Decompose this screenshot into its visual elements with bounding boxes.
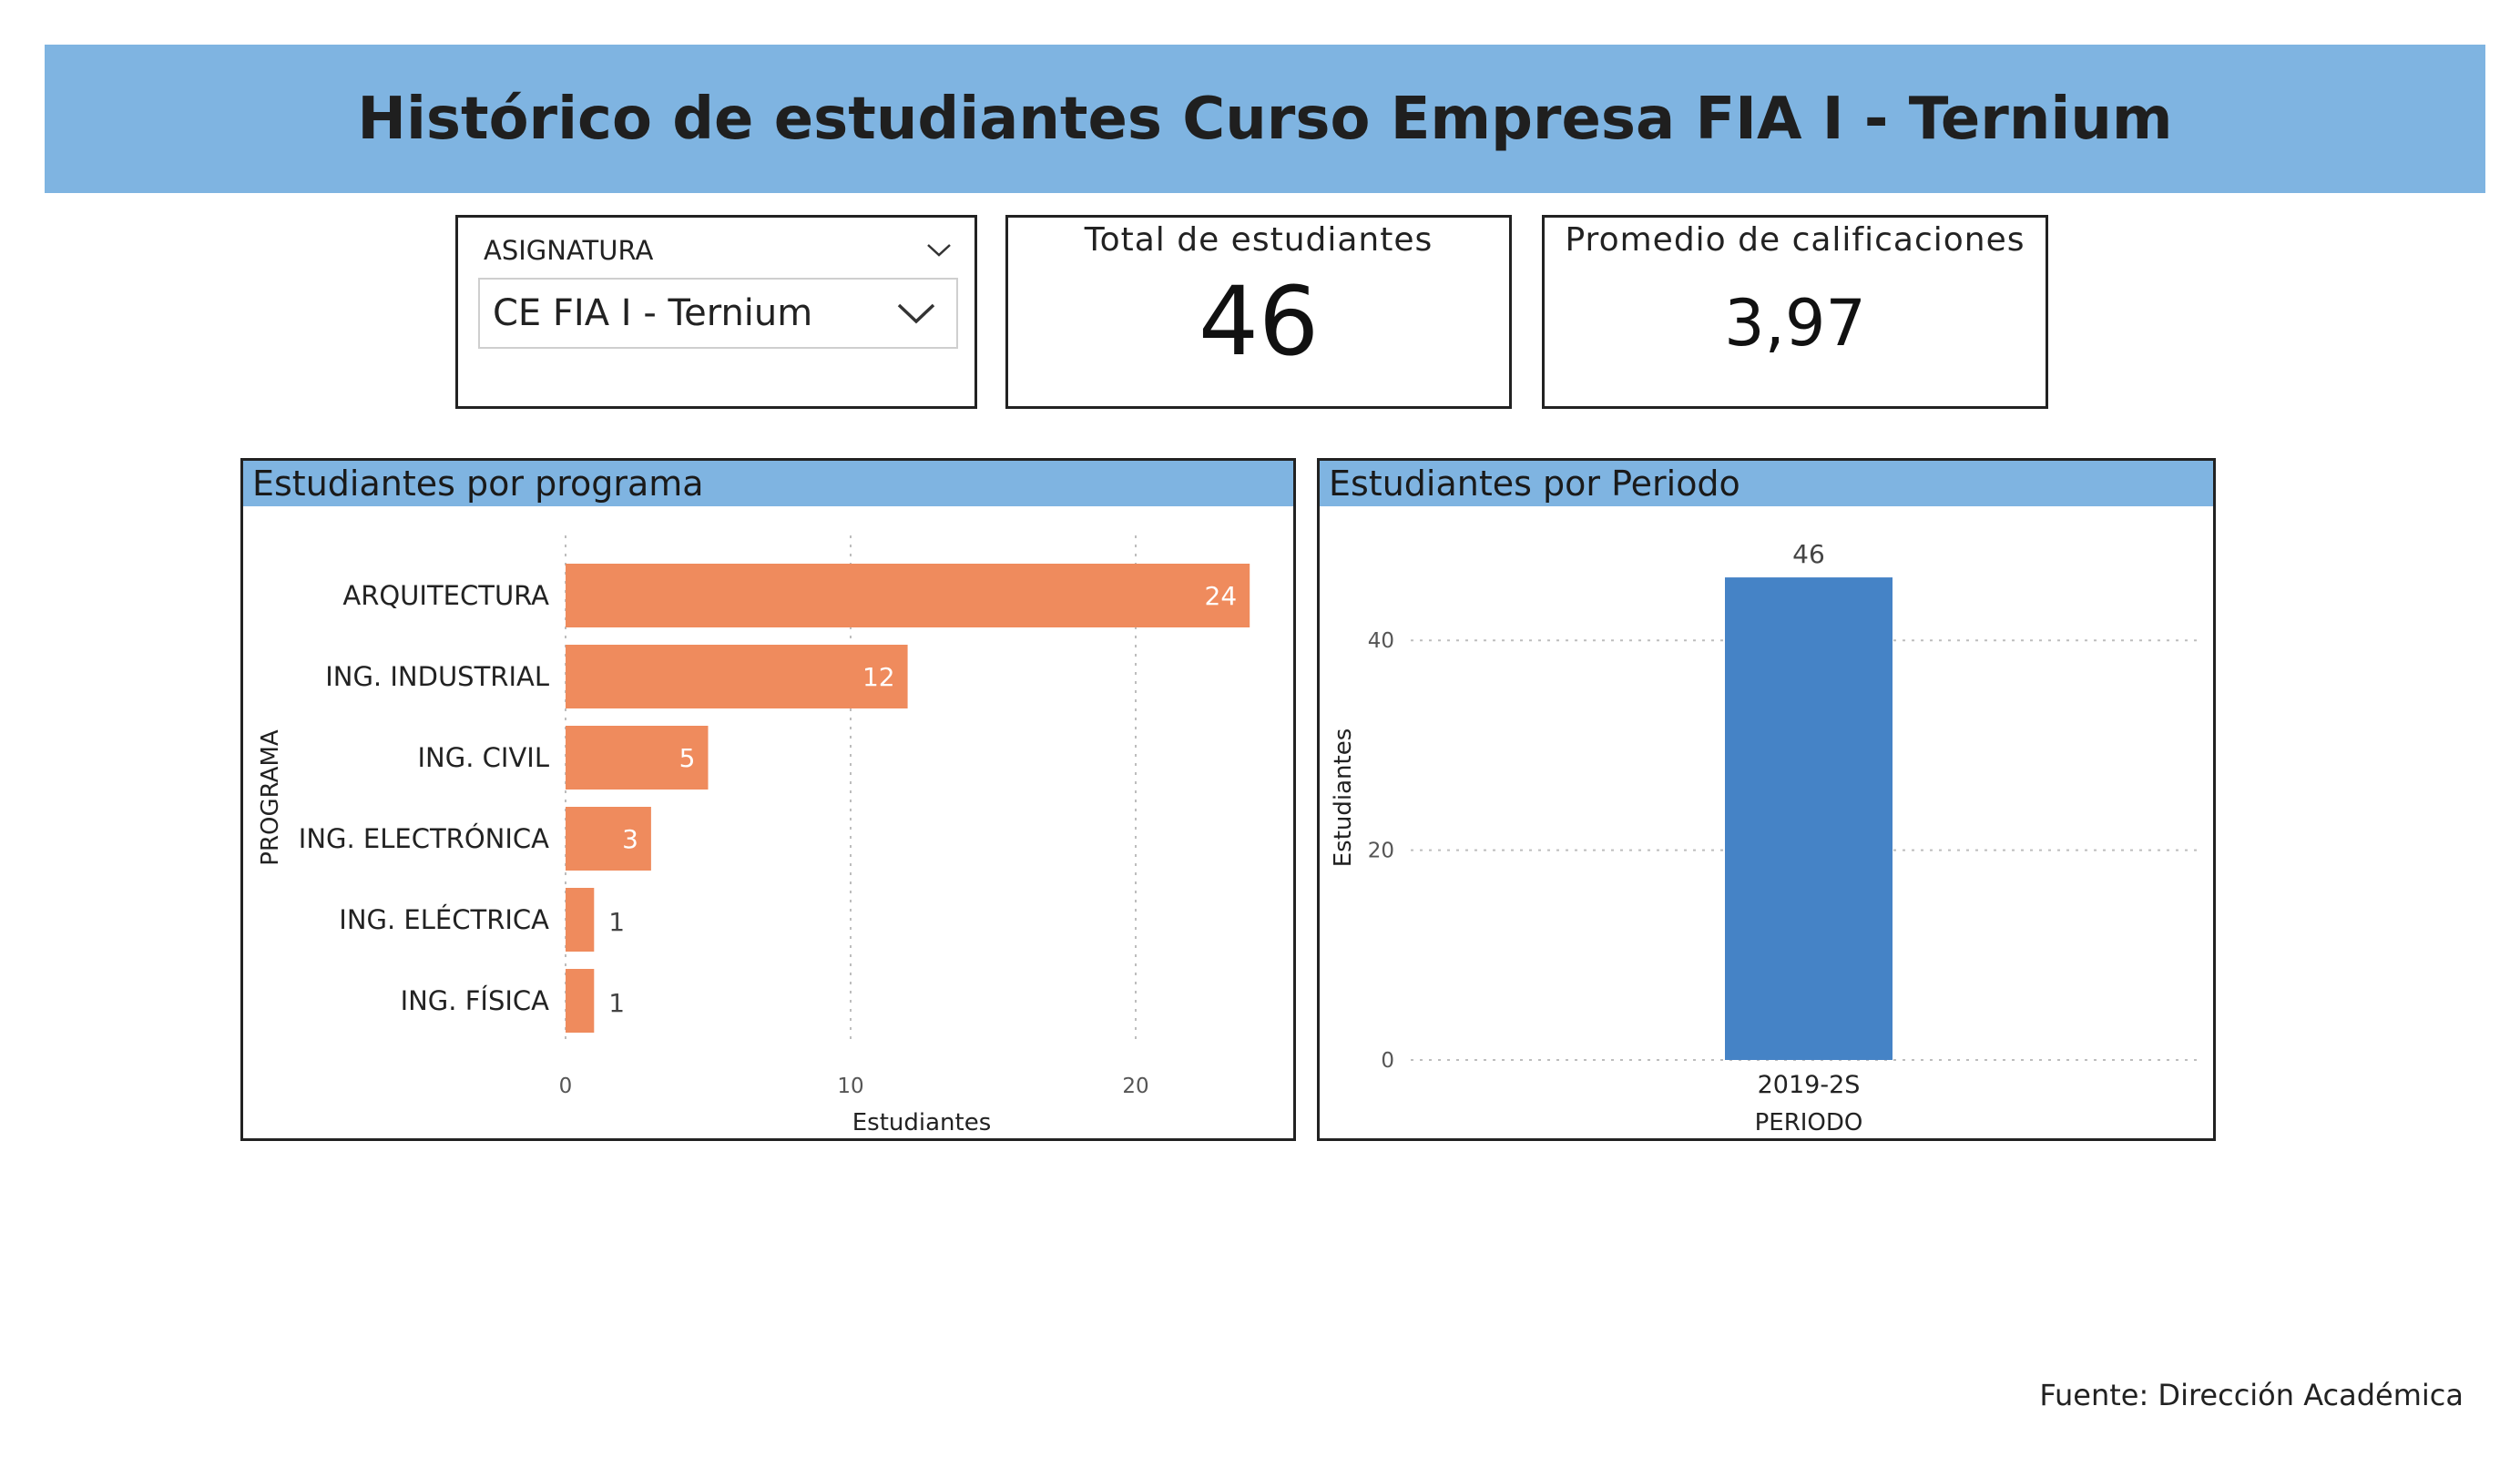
data-label: 3 [622,824,638,854]
y-tick-label: 40 [1368,629,1394,653]
chevron-down-icon[interactable] [925,241,953,260]
x-tick-label: 0 [559,1075,573,1098]
data-label: 5 [679,743,696,773]
category-label: ARQUITECTURA [342,580,549,611]
kpi-total-estudiantes: Total de estudiantes 46 [1005,215,1512,409]
x-tick-label: 10 [837,1075,863,1098]
y-tick-label: 20 [1368,840,1394,863]
x-axis-title: Estudiantes [852,1109,992,1136]
category-label: ING. ELÉCTRICA [339,904,549,935]
program-bar-chart: 0 10 20 ARQUITECTURA 24 ING. INDUSTRIAL 12 ING.… [257,535,1250,1136]
data-label: 1 [608,907,625,937]
data-label: 46 [1792,539,1825,569]
bar [566,564,1250,627]
bar [566,888,595,952]
slicer-selected-value: CE FIA I - Ternium [493,292,813,334]
y-tick-label: 0 [1381,1049,1394,1073]
x-axis-title: PERIODO [1755,1109,1863,1136]
asignatura-slicer[interactable]: ASIGNATURA CE FIA I - Ternium [455,215,977,409]
bar [1725,577,1893,1060]
data-label: 12 [862,662,895,692]
kpi-value: 46 [1198,266,1320,377]
data-label: 1 [608,988,625,1018]
y-axis-title: PROGRAMA [257,729,284,866]
category-label: 2019-2S [1758,1071,1861,1099]
bar [566,645,908,708]
chart-header: Estudiantes por Periodo [1320,461,2213,506]
category-label: ING. FÍSICA [401,985,550,1016]
category-label: ING. INDUSTRIAL [325,661,549,692]
slicer-header: ASIGNATURA [484,230,953,270]
period-bar-chart: 0 20 40 46 2019-2S PERIODO Estudiantes [1330,539,2203,1136]
chart-header: Estudiantes por programa [243,461,1293,506]
chevron-down-icon[interactable] [896,301,936,326]
bar [566,726,709,790]
slicer-dropdown[interactable]: CE FIA I - Ternium [478,278,958,349]
chart-title: Estudiantes por Periodo [1329,464,1740,504]
slicer-label: ASIGNATURA [484,235,654,266]
source-footnote: Fuente: Dirección Académica [2039,1378,2464,1412]
bar [566,807,651,871]
data-label: 24 [1205,581,1238,611]
category-label: ING. ELECTRÓNICA [299,823,549,854]
kpi-label: Total de estudiantes [1084,221,1433,259]
kpi-promedio-calificaciones: Promedio de calificaciones 3,97 [1542,215,2048,409]
header-banner: Histórico de estudiantes Curso Empresa F… [45,45,2485,193]
category-label: ING. CIVIL [417,742,549,773]
bar [566,969,595,1033]
kpi-value: 3,97 [1724,286,1866,361]
y-axis-title: Estudiantes [1330,728,1357,868]
kpi-label: Promedio de calificaciones [1565,221,2025,259]
chart-estudiantes-por-periodo: 0 20 40 46 2019-2S PERIODO Estudiantes Estudia… [1317,458,2216,1141]
chart-title: Estudiantes por programa [252,464,704,504]
x-tick-label: 20 [1122,1075,1148,1098]
chart-estudiantes-por-programa: 0 10 20 ARQUITECTURA 24 ING. INDUSTRIAL 12 ING.… [240,458,1296,1141]
page-title: Histórico de estudiantes Curso Empresa F… [357,85,2173,153]
